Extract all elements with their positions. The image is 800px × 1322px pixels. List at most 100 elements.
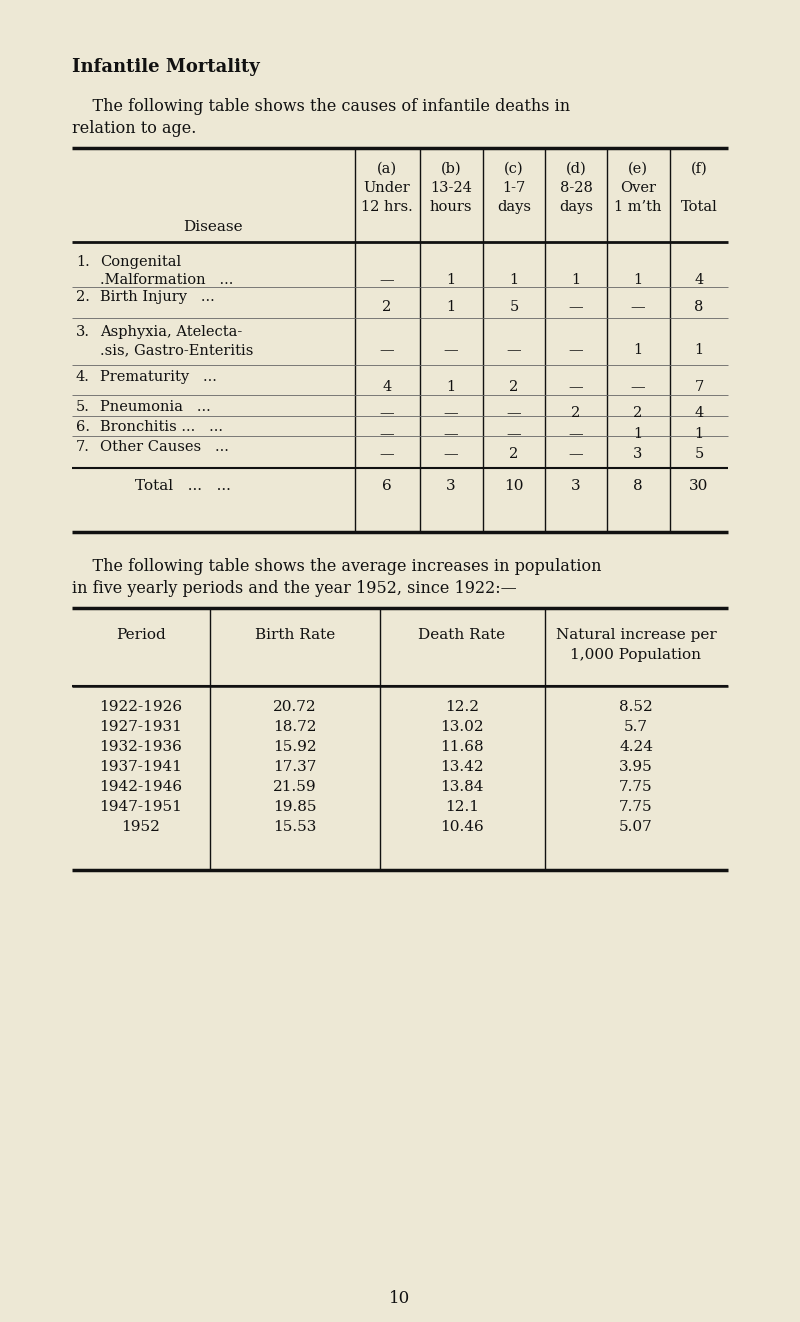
Text: 3: 3 xyxy=(634,447,642,461)
Text: —: — xyxy=(506,427,522,442)
Text: —: — xyxy=(630,300,646,315)
Text: 1: 1 xyxy=(634,274,642,287)
Text: The following table shows the causes of infantile deaths in: The following table shows the causes of … xyxy=(72,98,570,115)
Text: 12 hrs.: 12 hrs. xyxy=(361,200,413,214)
Text: 4.: 4. xyxy=(76,370,90,383)
Text: 6.: 6. xyxy=(76,420,90,434)
Text: 15.53: 15.53 xyxy=(274,820,317,834)
Text: —: — xyxy=(506,342,522,357)
Text: 6: 6 xyxy=(382,479,392,493)
Text: 3.: 3. xyxy=(76,325,90,338)
Text: 20.72: 20.72 xyxy=(273,701,317,714)
Text: 1: 1 xyxy=(694,342,703,357)
Text: 18.72: 18.72 xyxy=(274,720,317,734)
Text: 13.42: 13.42 xyxy=(440,760,484,773)
Text: 11.68: 11.68 xyxy=(440,740,484,754)
Text: —: — xyxy=(380,342,394,357)
Text: 7.75: 7.75 xyxy=(619,780,653,795)
Text: 8.52: 8.52 xyxy=(619,701,653,714)
Text: —: — xyxy=(569,379,583,394)
Text: in five yearly periods and the year 1952, since 1922:—: in five yearly periods and the year 1952… xyxy=(72,580,517,598)
Text: 12.1: 12.1 xyxy=(445,800,479,814)
Text: 1: 1 xyxy=(446,379,455,394)
Text: 4: 4 xyxy=(694,274,704,287)
Text: 12.2: 12.2 xyxy=(445,701,479,714)
Text: hours: hours xyxy=(430,200,472,214)
Text: 1927-1931: 1927-1931 xyxy=(99,720,182,734)
Text: Under: Under xyxy=(364,181,410,196)
Text: 1942-1946: 1942-1946 xyxy=(99,780,182,795)
Text: 1947-1951: 1947-1951 xyxy=(99,800,182,814)
Text: (b): (b) xyxy=(441,163,462,176)
Text: (e): (e) xyxy=(628,163,648,176)
Text: Pneumonia   ...: Pneumonia ... xyxy=(100,401,210,414)
Text: 10: 10 xyxy=(504,479,524,493)
Text: 2.: 2. xyxy=(76,290,90,304)
Text: 1-7: 1-7 xyxy=(502,181,526,196)
Text: Asphyxia, Atelecta-: Asphyxia, Atelecta- xyxy=(100,325,242,338)
Text: Congenital: Congenital xyxy=(100,255,181,268)
Text: 1: 1 xyxy=(571,274,581,287)
Text: —: — xyxy=(444,342,458,357)
Text: 13-24: 13-24 xyxy=(430,181,472,196)
Text: .Malformation   ...: .Malformation ... xyxy=(100,274,234,287)
Text: 1: 1 xyxy=(634,427,642,442)
Text: —: — xyxy=(569,342,583,357)
Text: 1 m’th: 1 m’th xyxy=(614,200,662,214)
Text: (f): (f) xyxy=(690,163,707,176)
Text: 13.84: 13.84 xyxy=(440,780,484,795)
Text: 2: 2 xyxy=(634,406,642,420)
Text: 8: 8 xyxy=(694,300,704,315)
Text: 17.37: 17.37 xyxy=(274,760,317,773)
Text: 1: 1 xyxy=(446,274,455,287)
Text: 7.: 7. xyxy=(76,440,90,453)
Text: 1937-1941: 1937-1941 xyxy=(99,760,182,773)
Text: 1: 1 xyxy=(694,427,703,442)
Text: 10.46: 10.46 xyxy=(440,820,484,834)
Text: relation to age.: relation to age. xyxy=(72,120,196,137)
Text: 5.7: 5.7 xyxy=(624,720,648,734)
Text: —: — xyxy=(569,447,583,461)
Text: days: days xyxy=(497,200,531,214)
Text: —: — xyxy=(506,406,522,420)
Text: Natural increase per: Natural increase per xyxy=(556,628,716,642)
Text: 7: 7 xyxy=(694,379,704,394)
Text: 10: 10 xyxy=(390,1290,410,1307)
Text: 2: 2 xyxy=(382,300,392,315)
Text: 19.85: 19.85 xyxy=(274,800,317,814)
Text: Birth Rate: Birth Rate xyxy=(255,628,335,642)
Text: Prematurity   ...: Prematurity ... xyxy=(100,370,217,383)
Text: 1952: 1952 xyxy=(122,820,161,834)
Text: Infantile Mortality: Infantile Mortality xyxy=(72,58,260,75)
Text: .sis, Gastro-Enteritis: .sis, Gastro-Enteritis xyxy=(100,342,254,357)
Text: 15.92: 15.92 xyxy=(273,740,317,754)
Text: —: — xyxy=(444,406,458,420)
Text: Over: Over xyxy=(620,181,656,196)
Text: 1: 1 xyxy=(510,274,518,287)
Text: 3: 3 xyxy=(446,479,456,493)
Text: 4: 4 xyxy=(694,406,704,420)
Text: (a): (a) xyxy=(377,163,397,176)
Text: Birth Injury   ...: Birth Injury ... xyxy=(100,290,214,304)
Text: 3: 3 xyxy=(571,479,581,493)
Text: 5: 5 xyxy=(694,447,704,461)
Text: 5.07: 5.07 xyxy=(619,820,653,834)
Text: 1922-1926: 1922-1926 xyxy=(99,701,182,714)
Text: 2: 2 xyxy=(510,447,518,461)
Text: —: — xyxy=(444,427,458,442)
Text: 7.75: 7.75 xyxy=(619,800,653,814)
Text: days: days xyxy=(559,200,593,214)
Text: Period: Period xyxy=(116,628,166,642)
Text: 4.24: 4.24 xyxy=(619,740,653,754)
Text: 1: 1 xyxy=(634,342,642,357)
Text: Other Causes   ...: Other Causes ... xyxy=(100,440,229,453)
Text: 2: 2 xyxy=(571,406,581,420)
Text: The following table shows the average increases in population: The following table shows the average in… xyxy=(72,558,602,575)
Text: 3.95: 3.95 xyxy=(619,760,653,773)
Text: (d): (d) xyxy=(566,163,586,176)
Text: —: — xyxy=(380,447,394,461)
Text: 1932-1936: 1932-1936 xyxy=(99,740,182,754)
Text: Bronchitis ...   ...: Bronchitis ... ... xyxy=(100,420,223,434)
Text: 1: 1 xyxy=(446,300,455,315)
Text: —: — xyxy=(380,406,394,420)
